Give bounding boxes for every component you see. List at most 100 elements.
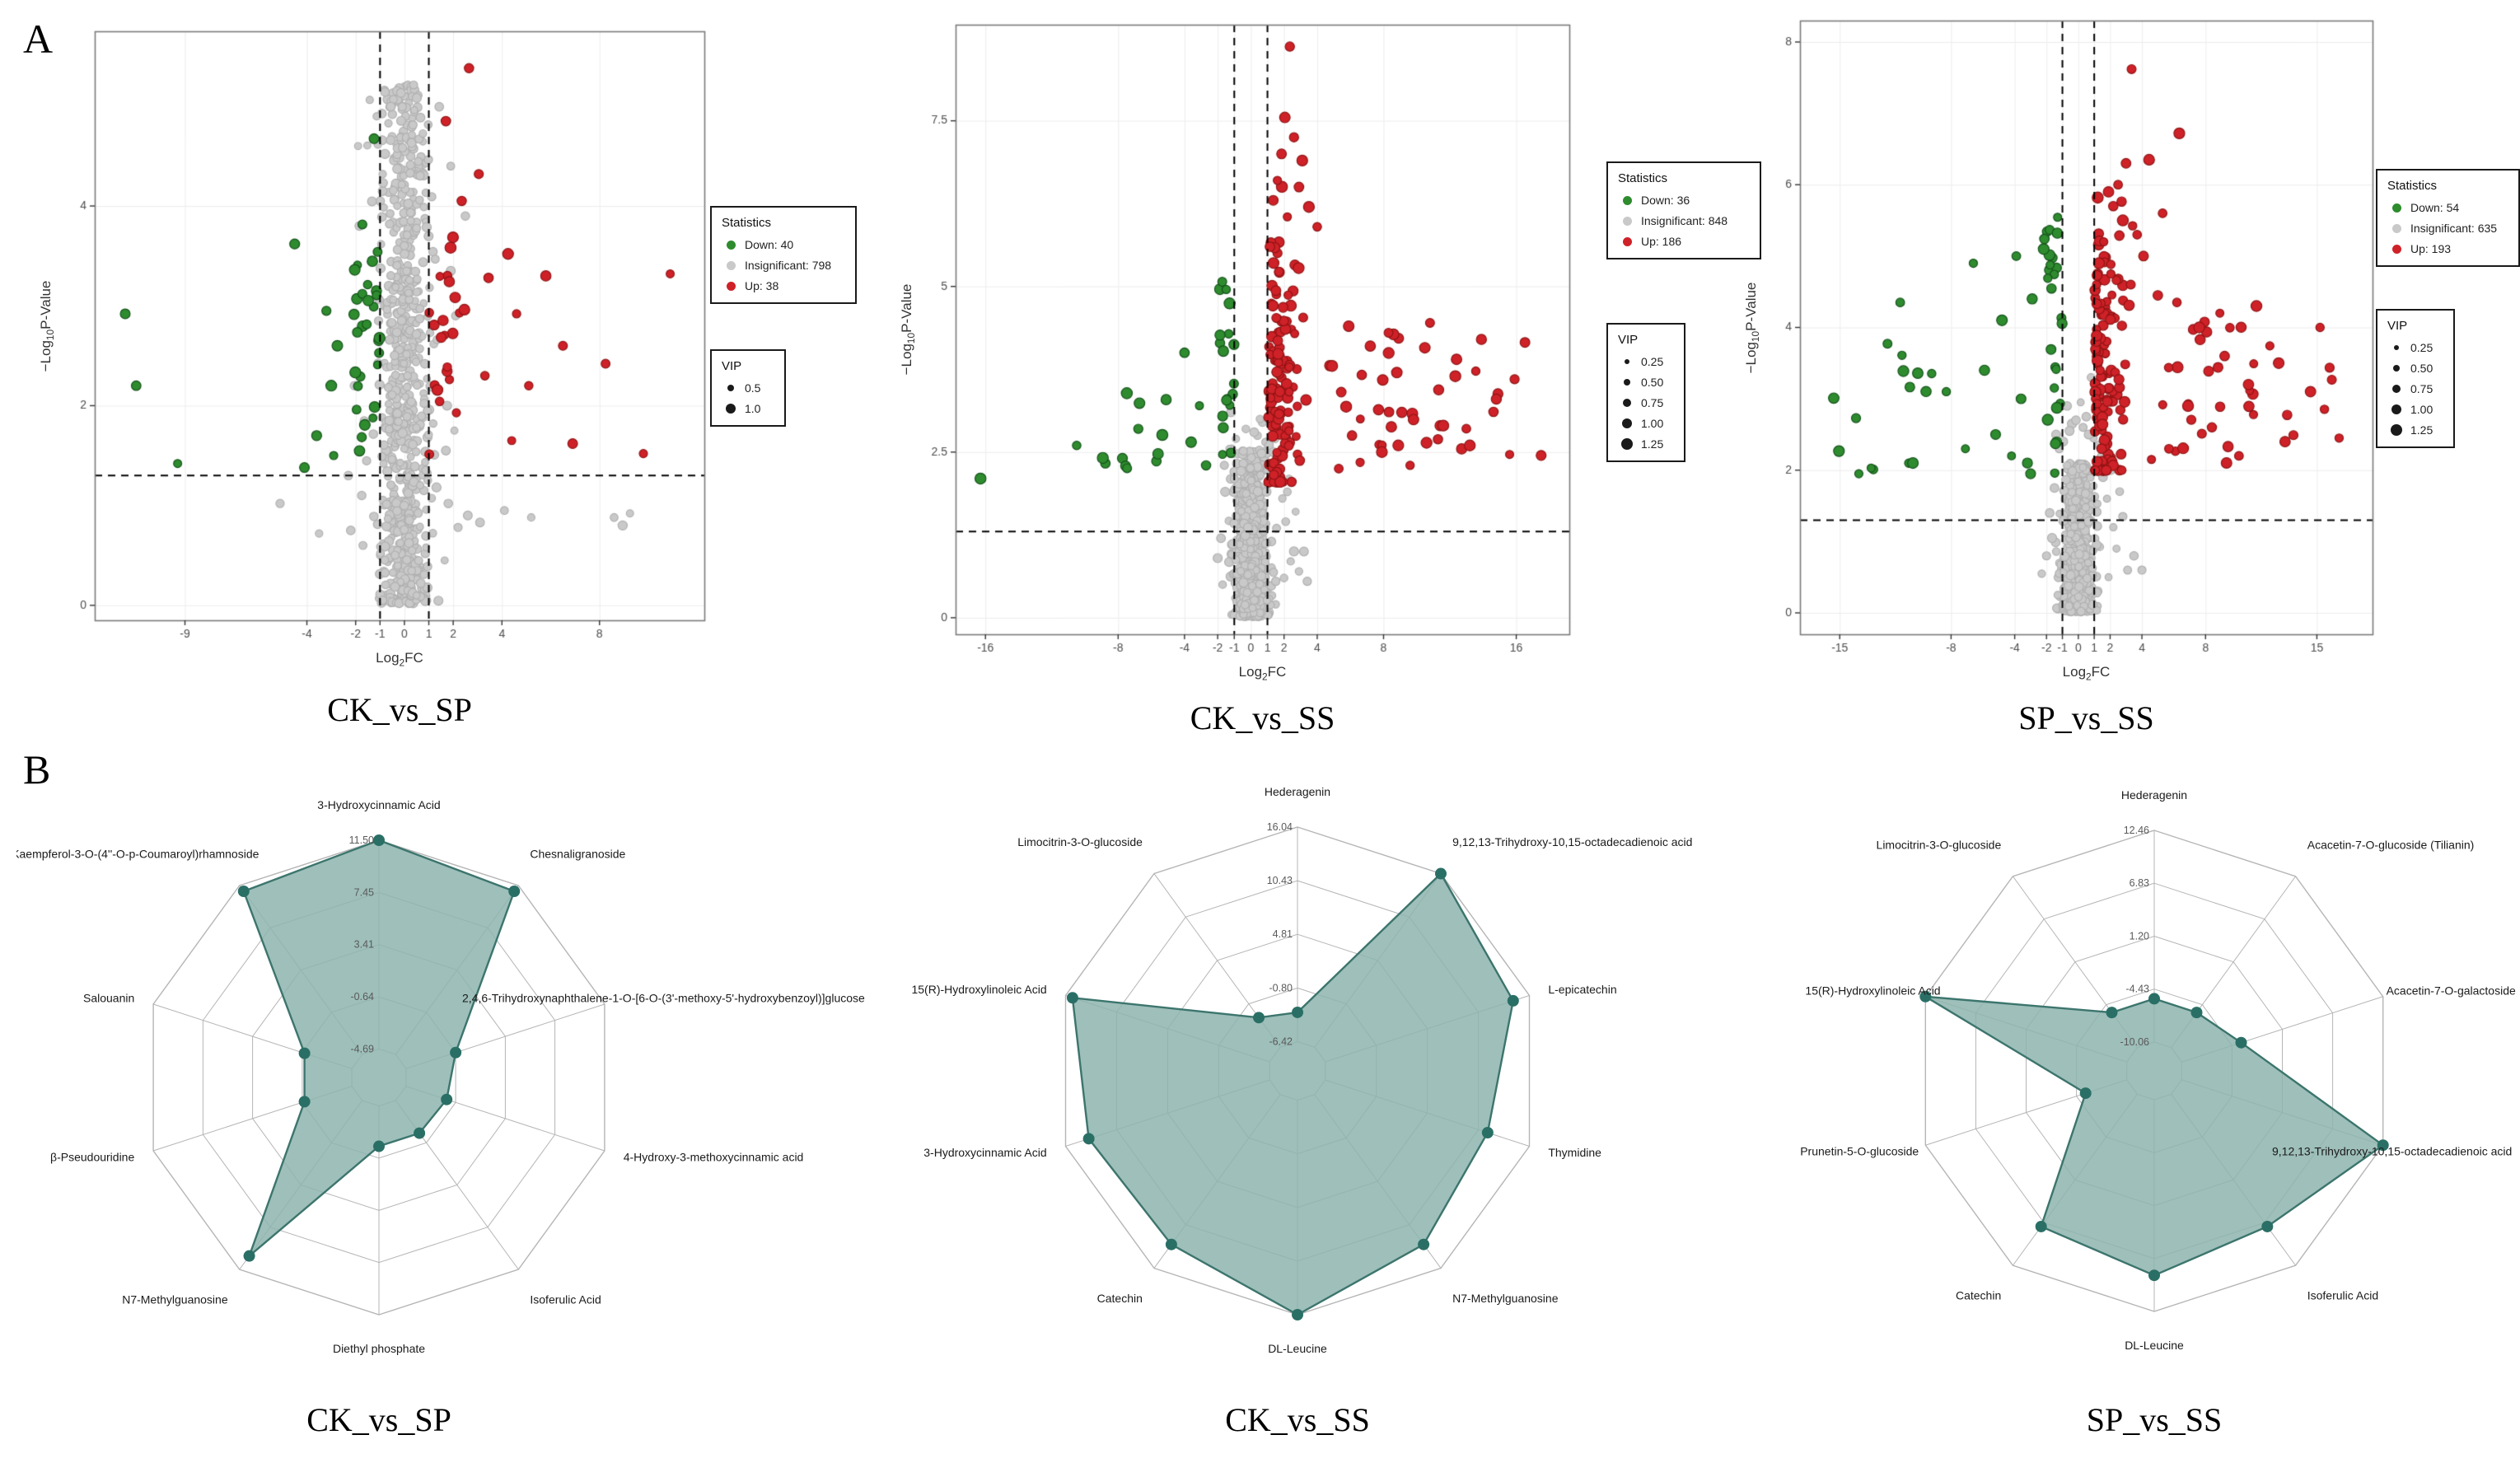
radar-vertex-dot bbox=[2377, 1139, 2389, 1152]
statistics-legend: Statistics Down: 54 Insignificant: 635 Up: … bbox=[2376, 169, 2520, 267]
up-dot-icon bbox=[2391, 244, 2401, 254]
radar-axis-label: 9,12,13-Trihydroxy-10,15-octadecadienoic… bbox=[2272, 1145, 2512, 1158]
radar-vertex-dot bbox=[2035, 1220, 2047, 1232]
legend-item-insignificant: Insignificant: 635 bbox=[2387, 222, 2508, 235]
legend-item-label: Up: 38 bbox=[745, 279, 779, 292]
x-axis-label: Log2FC bbox=[376, 650, 423, 669]
vip-item-label: 0.75 bbox=[1641, 396, 1664, 409]
vip-item: 0.25 bbox=[1618, 355, 1674, 368]
vip-legend-title: VIP bbox=[722, 359, 742, 373]
radar-chart-sp_vs_ss: 12.46 6.83 1.20 -4.43 -10.06 Hederagenin Acace… bbox=[1800, 788, 2516, 1352]
radar-axis-label: Isoferulic Acid bbox=[2307, 1289, 2378, 1302]
radar-axis-label: 15(R)-Hydroxylinoleic Acid bbox=[1805, 984, 1940, 997]
radar-vertex-dot bbox=[1418, 1238, 1430, 1250]
radar-axis-label: Kaempferol-3-O-(4''-O-p-Coumaroyl)rhamno… bbox=[16, 848, 259, 861]
radar-chart-ck_vs_ss: 16.04 10.43 4.81 -0.80 -6.42 Hederagenin 9,12,… bbox=[911, 785, 1692, 1355]
radar-axis-label: Thymidine bbox=[1548, 1146, 1601, 1159]
vip-item: 0.75 bbox=[2387, 382, 2443, 395]
radar-tick-label: 16.04 bbox=[1267, 821, 1293, 833]
vip-item-label: 0.25 bbox=[2410, 341, 2434, 354]
down-dot-icon bbox=[2391, 203, 2401, 213]
radar-axis-label: 2,4,6-Trihydroxynaphthalene-1-O-[6-O-(3'… bbox=[462, 992, 865, 1005]
radar-chart-ck_vs_sp: 11.50 7.45 3.41 -0.64 -4.69 3-Hydroxycinnamic… bbox=[16, 798, 865, 1355]
vip-item-label: 1.00 bbox=[1641, 417, 1664, 430]
radar-vertex-dot bbox=[441, 1093, 453, 1105]
statistics-legend-title: Statistics bbox=[1618, 171, 1668, 185]
radar-vertex-dot bbox=[1253, 1012, 1265, 1024]
down-dot-icon bbox=[1622, 195, 1632, 205]
radar-vertex-dot bbox=[2235, 1036, 2247, 1049]
legend-item-up: Up: 186 bbox=[1618, 235, 1750, 248]
insignificant-dot-icon bbox=[1622, 216, 1632, 226]
legend-item-label: Down: 54 bbox=[2410, 201, 2460, 214]
radar-tick-label: 1.20 bbox=[2130, 930, 2149, 942]
radar-axis-label: Limocitrin-3-O-glucoside bbox=[1877, 838, 2002, 851]
volcano-title-ck_vs_sp: CK_vs_SP bbox=[327, 691, 472, 728]
legend-item-label: Up: 193 bbox=[2410, 242, 2452, 255]
insignificant-dot-icon bbox=[726, 260, 736, 270]
radar-axis-label: Hederagenin bbox=[1265, 785, 1330, 798]
radar-vertex-dot bbox=[2261, 1220, 2274, 1232]
vip-size-dot-icon bbox=[2394, 345, 2399, 350]
legend-item-down: Down: 40 bbox=[722, 238, 845, 251]
legend-item-down: Down: 36 bbox=[1618, 194, 1750, 207]
radar-vertex-dot bbox=[2079, 1087, 2092, 1100]
radar-vertex-dot bbox=[1507, 994, 1519, 1007]
radar-vertex-dot bbox=[1066, 992, 1078, 1004]
radar-value-polygon bbox=[1071, 872, 1515, 1316]
x-axis-label: Log2FC bbox=[2062, 664, 2111, 683]
vip-item-label: 1.00 bbox=[2410, 403, 2434, 416]
radar-vertex-dot bbox=[298, 1096, 311, 1108]
statistics-legend: Statistics Down: 40 Insignificant: 798 Up: … bbox=[710, 206, 857, 304]
radar-vertex-dot bbox=[298, 1047, 311, 1059]
radar-axis-label: Catechin bbox=[1956, 1289, 2001, 1302]
radar-vertex-dot bbox=[1434, 867, 1447, 880]
vip-legend-title: VIP bbox=[2387, 319, 2408, 333]
radar-tick-label: 4.81 bbox=[1273, 928, 1293, 940]
vip-item: 0.50 bbox=[1618, 376, 1674, 389]
vip-item-label: 0.75 bbox=[2410, 382, 2434, 395]
vip-size-dot-icon bbox=[1621, 418, 1633, 429]
y-axis-label: −Log10P-Value bbox=[898, 283, 918, 376]
down-dot-icon bbox=[726, 240, 736, 250]
radar-axis-label: Catechin bbox=[1097, 1292, 1143, 1305]
vip-item-label: 0.5 bbox=[745, 381, 761, 395]
radar-vertex-dot bbox=[1481, 1127, 1494, 1139]
radar-axis-label: Acacetin-7-O-glucoside (Tilianin) bbox=[2307, 838, 2475, 851]
vip-size-dot-icon bbox=[1622, 398, 1632, 408]
radar-axis-label: 4-Hydroxy-3-methoxycinnamic acid bbox=[624, 1150, 804, 1163]
radar-tick-label: -4.43 bbox=[2126, 984, 2150, 995]
y-axis-label: −Log10P-Value bbox=[37, 280, 57, 372]
radar-title-sp_vs_ss: SP_vs_SS bbox=[2086, 1401, 2223, 1438]
radar-tick-label: 12.46 bbox=[2124, 825, 2149, 836]
radar-value-polygon bbox=[1924, 995, 2385, 1277]
vip-size-dot-icon bbox=[2390, 423, 2403, 437]
vip-legend: VIP 0.5 1.0 bbox=[710, 349, 786, 427]
vip-size-dot-icon bbox=[1623, 378, 1631, 386]
vip-size-dot-icon bbox=[726, 404, 736, 414]
radar-vertex-dot bbox=[1292, 1309, 1303, 1320]
legend-item-insignificant: Insignificant: 798 bbox=[722, 259, 845, 272]
legend-item-label: Down: 40 bbox=[745, 238, 794, 251]
up-dot-icon bbox=[726, 281, 736, 291]
radar-tick-label: -6.42 bbox=[1269, 1035, 1293, 1047]
vip-item: 0.5 bbox=[722, 381, 774, 395]
vip-legend: VIP 0.25 0.50 0.75 1.00 1.25 bbox=[2376, 309, 2455, 448]
radar-axis-label: Hederagenin bbox=[2121, 788, 2187, 802]
vip-item: 1.00 bbox=[2387, 403, 2443, 416]
radar-vertex-dot bbox=[2190, 1007, 2203, 1019]
radar-axis-label: β-Pseudouridine bbox=[50, 1150, 134, 1163]
radar-vertex-dot bbox=[450, 1046, 462, 1059]
legend-item-label: Down: 36 bbox=[1641, 194, 1690, 207]
radar-axis-label: Isoferulic Acid bbox=[530, 1292, 601, 1306]
section-label-a: A bbox=[23, 16, 54, 62]
vip-item-label: 1.0 bbox=[745, 402, 761, 415]
radar-axis-label: Limocitrin-3-O-glucoside bbox=[1017, 835, 1143, 848]
vip-legend: VIP 0.25 0.50 0.75 1.00 1.25 bbox=[1606, 323, 1685, 462]
up-dot-icon bbox=[1622, 236, 1632, 246]
vip-item: 0.50 bbox=[2387, 362, 2443, 375]
vip-size-dot-icon bbox=[1625, 359, 1629, 364]
radar-title-ck_vs_ss: CK_vs_SS bbox=[1225, 1401, 1370, 1438]
radar-tick-label: -10.06 bbox=[2120, 1036, 2149, 1048]
